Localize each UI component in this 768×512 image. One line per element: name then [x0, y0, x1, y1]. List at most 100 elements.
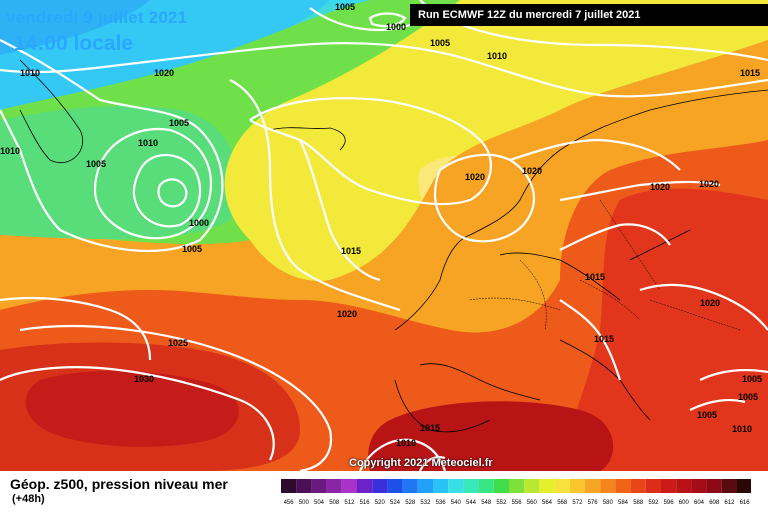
- scale-tick-label: 532: [420, 500, 431, 506]
- isobar-label: 1015: [740, 68, 760, 78]
- scale-swatch: [630, 479, 646, 493]
- scale-swatch: [737, 479, 751, 493]
- isobar-label: 1015: [585, 272, 605, 282]
- scale-tick-label: 520: [375, 500, 386, 506]
- scale-swatch: [691, 479, 707, 493]
- scale-tick-label: 536: [436, 500, 447, 506]
- coastlines: [19, 59, 768, 433]
- isobars: [0, 0, 768, 471]
- scale-swatch: [311, 479, 327, 493]
- field-yellow: [224, 0, 768, 281]
- isobar-label: 1025: [168, 338, 188, 348]
- scale-swatch: [600, 479, 616, 493]
- scale-tick-label: 616: [740, 500, 751, 506]
- weather-map: 1005 1000 1005 1010 1015 1010 1020 1010 …: [0, 0, 768, 471]
- run-info-box: [410, 4, 768, 26]
- isobar-label: 1010: [0, 146, 20, 156]
- isobar-label: 1005: [738, 392, 758, 402]
- isobar-label: 1005: [335, 2, 355, 12]
- lead-time: (+48h): [12, 493, 45, 505]
- isobar-label: 1010: [487, 51, 507, 61]
- scale-swatch: [448, 479, 464, 493]
- isobar-label: 1015: [594, 334, 614, 344]
- scale-swatch: [706, 479, 722, 493]
- isobar-label: 1005: [182, 244, 202, 254]
- parameter-title: Géop. z500, pression niveau mer: [10, 476, 228, 492]
- isobar-label: 1000: [189, 218, 209, 228]
- scale-swatch: [539, 479, 555, 493]
- isobar-labels: 1005 1000 1005 1010 1015 1010 1020 1010 …: [0, 2, 762, 448]
- scale-swatch: [402, 479, 418, 493]
- scale-tick-label: 540: [451, 500, 462, 506]
- field-orange: [0, 40, 768, 333]
- scale-tick-label: 556: [512, 500, 523, 506]
- isobar-label: 1020: [650, 182, 670, 192]
- scale-swatch: [478, 479, 494, 493]
- scale-swatch: [463, 479, 479, 493]
- isobar-label: 1020: [337, 309, 357, 319]
- scale-tick-label: 580: [603, 500, 614, 506]
- forecast-time: 14:00 locale: [14, 32, 134, 55]
- isobar-label: 1010: [20, 68, 40, 78]
- isobar-label: 1005: [169, 118, 189, 128]
- copyright-notice: Copyright 2021 Meteociel.fr: [349, 457, 493, 469]
- isobar-label: 1030: [134, 374, 154, 384]
- isobar-label: 1015: [341, 246, 361, 256]
- scale-swatch: [585, 479, 601, 493]
- scale-swatch: [493, 479, 509, 493]
- forecast-date: vendredi 9 juillet 2021: [6, 8, 188, 27]
- scale-tick-label: 504: [314, 500, 325, 506]
- scale-tick-label: 584: [618, 500, 629, 506]
- isobar-label: 1010: [396, 438, 416, 448]
- scale-tick-label: 592: [648, 500, 659, 506]
- isobar-label: 1015: [420, 423, 440, 433]
- scale-tick-label: 568: [557, 500, 568, 506]
- scale-swatch: [615, 479, 631, 493]
- scale-tick-label: 564: [542, 500, 553, 506]
- isobar-label: 1020: [154, 68, 174, 78]
- field-dark-red-west: [25, 370, 239, 447]
- scale-tick-label: 524: [390, 500, 401, 506]
- geopotential-field: 1005 1000 1005 1010 1015 1010 1020 1010 …: [0, 0, 768, 471]
- scale-swatch: [387, 479, 403, 493]
- model-run-label: Run ECMWF 12Z du mercredi 7 juillet 2021: [418, 9, 641, 21]
- scale-tick-label: 572: [572, 500, 583, 506]
- isobar-label: 1005: [697, 410, 717, 420]
- scale-tick-label: 508: [329, 500, 340, 506]
- scale-swatch: [676, 479, 692, 493]
- isobar-label: 1020: [465, 172, 485, 182]
- isobar-label: 1020: [699, 179, 719, 189]
- map-footer: Géop. z500, pression niveau mer (+48h) 4…: [0, 471, 768, 512]
- field-dark-red-south: [368, 401, 614, 471]
- scale-swatch: [417, 479, 433, 493]
- scale-swatch: [524, 479, 540, 493]
- scale-swatch: [569, 479, 585, 493]
- scale-tick-label: 552: [496, 500, 507, 506]
- field-blue: [0, 0, 150, 55]
- scale-tick-label: 528: [405, 500, 416, 506]
- scale-tick-label: 512: [344, 500, 355, 506]
- scale-tick-label: 544: [466, 500, 477, 506]
- isobar-label: 1005: [86, 159, 106, 169]
- scale-tick-label: 612: [724, 500, 735, 506]
- scale-tick-label: 608: [709, 500, 720, 506]
- isobar-label: 1010: [732, 424, 752, 434]
- scale-swatch: [645, 479, 661, 493]
- scale-tick-label: 588: [633, 500, 644, 506]
- scale-tick-label: 516: [360, 500, 371, 506]
- color-scale-legend: 456 500 504 508 512 516 520 524 528 532 536 540 544 5…: [281, 479, 751, 506]
- scale-tick-label: 500: [299, 500, 310, 506]
- scale-tick-label: 600: [679, 500, 690, 506]
- scale-tick-label: 548: [481, 500, 492, 506]
- scale-swatch: [281, 479, 297, 493]
- scale-swatch: [433, 479, 449, 493]
- scale-tick-label: 456: [284, 500, 295, 506]
- scale-swatch: [326, 479, 342, 493]
- isobar-label: 1000: [386, 22, 406, 32]
- isobar-label: 1010: [138, 138, 158, 148]
- scale-swatch: [296, 479, 312, 493]
- scale-swatch: [721, 479, 737, 493]
- isobar-label: 1020: [700, 298, 720, 308]
- scale-swatch: [661, 479, 677, 493]
- borders: [469, 199, 741, 331]
